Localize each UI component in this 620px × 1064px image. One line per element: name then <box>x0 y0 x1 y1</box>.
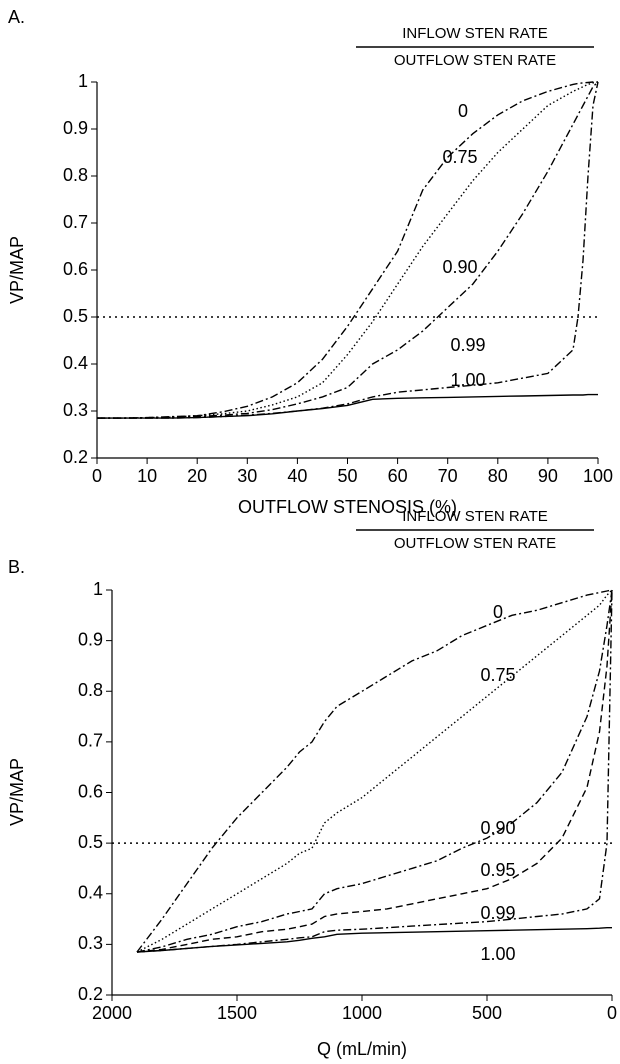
curve-label: 0.75 <box>480 665 515 685</box>
y-tick-label: 0.3 <box>63 400 88 420</box>
curve-label: 1.00 <box>480 944 515 964</box>
y-tick-label: 0.4 <box>78 883 103 903</box>
curve-label: 0.99 <box>480 903 515 923</box>
legend-title: OUTFLOW STEN RATE <box>394 535 556 552</box>
series-line <box>136 589 613 953</box>
y-tick-label: 1 <box>93 579 103 599</box>
legend-title: INFLOW STEN RATE <box>402 508 548 525</box>
x-tick-label: 80 <box>488 466 508 486</box>
series-line <box>136 589 613 953</box>
x-tick-label: 90 <box>538 466 558 486</box>
x-tick-label: 40 <box>287 466 307 486</box>
x-tick-label: 0 <box>607 1003 617 1023</box>
x-tick-label: 1000 <box>342 1003 382 1023</box>
y-tick-label: 0.4 <box>63 353 88 373</box>
legend-title: OUTFLOW STEN RATE <box>394 52 556 69</box>
curve-label: 1.00 <box>450 370 485 390</box>
curve-label: 0.99 <box>450 335 485 355</box>
y-tick-label: 0.3 <box>78 933 103 953</box>
x-tick-label: 0 <box>92 466 102 486</box>
curve-label: 0 <box>458 101 468 121</box>
x-tick-label: 60 <box>388 466 408 486</box>
x-axis-label: Q (mL/min) <box>317 1039 407 1059</box>
curve-label: 0.75 <box>442 147 477 167</box>
series-line <box>136 589 613 953</box>
x-tick-label: 500 <box>472 1003 502 1023</box>
curve-label: 0 <box>493 602 503 622</box>
series-line <box>97 393 598 419</box>
x-tick-label: 2000 <box>92 1003 132 1023</box>
series-line <box>136 927 612 953</box>
series-line <box>97 81 599 419</box>
series-line <box>136 589 613 953</box>
y-tick-label: 0.9 <box>63 118 88 138</box>
x-tick-label: 70 <box>438 466 458 486</box>
y-tick-label: 0.2 <box>63 447 88 467</box>
x-tick-label: 10 <box>137 466 157 486</box>
y-tick-label: 1 <box>78 71 88 91</box>
series-line <box>97 81 599 419</box>
series-line <box>136 589 613 953</box>
x-tick-label: 50 <box>337 466 357 486</box>
series-line <box>97 81 599 419</box>
x-tick-label: 100 <box>583 466 613 486</box>
y-tick-label: 0.5 <box>63 306 88 326</box>
y-tick-label: 0.8 <box>78 680 103 700</box>
y-tick-label: 0.2 <box>78 984 103 1004</box>
curve-label: 0.90 <box>480 818 515 838</box>
series-line <box>97 81 598 419</box>
y-tick-label: 0.7 <box>63 212 88 232</box>
y-tick-label: 0.6 <box>63 259 88 279</box>
x-tick-label: 1500 <box>217 1003 257 1023</box>
y-axis-label: VP/MAP <box>7 236 27 304</box>
y-tick-label: 0.9 <box>78 629 103 649</box>
panel-label: A. <box>8 7 25 27</box>
curve-label: 0.90 <box>442 257 477 277</box>
y-tick-label: 0.7 <box>78 731 103 751</box>
x-tick-label: 30 <box>237 466 257 486</box>
curve-label: 0.95 <box>480 860 515 880</box>
y-tick-label: 0.8 <box>63 165 88 185</box>
x-tick-label: 20 <box>187 466 207 486</box>
y-tick-label: 0.5 <box>78 832 103 852</box>
panel-label: B. <box>8 557 25 577</box>
x-axis-label: OUTFLOW STENOSIS (%) <box>238 497 457 517</box>
legend-title: INFLOW STEN RATE <box>402 25 548 42</box>
y-tick-label: 0.6 <box>78 781 103 801</box>
y-axis-label: VP/MAP <box>7 758 27 826</box>
